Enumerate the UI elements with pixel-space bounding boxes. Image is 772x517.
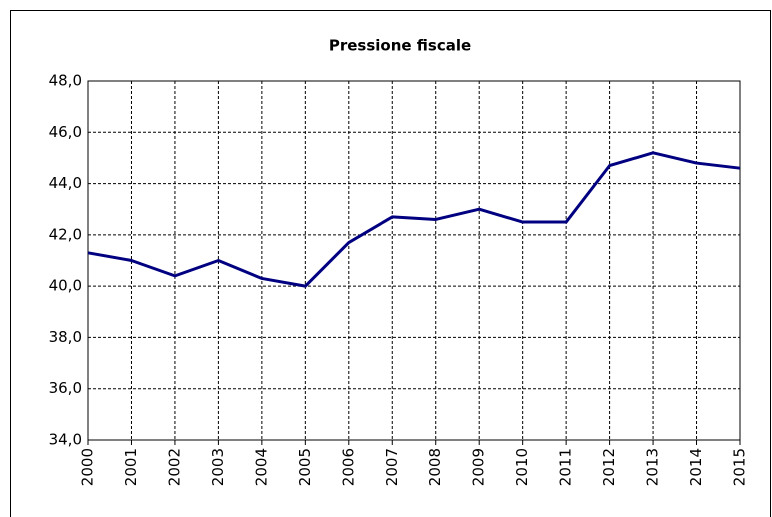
y-tick-label: 40,0 xyxy=(49,277,82,295)
y-tick-label: 34,0 xyxy=(49,431,82,449)
x-tick-label: 2008 xyxy=(426,448,444,486)
x-tick-label: 2006 xyxy=(339,448,357,486)
x-tick-label: 2009 xyxy=(470,448,488,486)
chart-frame xyxy=(10,10,771,517)
x-tick-label: 2000 xyxy=(79,448,97,486)
x-tick-label: 2013 xyxy=(644,448,662,486)
x-tick-label: 2012 xyxy=(600,448,618,486)
x-tick-label: 2002 xyxy=(165,448,183,486)
x-tick-label: 2015 xyxy=(731,448,749,486)
y-tick-label: 42,0 xyxy=(49,225,82,243)
plot-area xyxy=(87,80,741,441)
x-tick-label: 2007 xyxy=(383,448,401,486)
y-tick-label: 48,0 xyxy=(49,72,82,90)
chart-title: Pressione fiscale xyxy=(329,37,471,55)
x-tick-label: 2014 xyxy=(687,448,705,486)
x-tick-label: 2003 xyxy=(209,448,227,486)
x-tick-label: 2005 xyxy=(296,448,314,486)
y-tick-label: 44,0 xyxy=(49,174,82,192)
y-tick-label: 46,0 xyxy=(49,123,82,141)
x-tick-label: 2004 xyxy=(252,448,270,486)
x-tick-label: 2001 xyxy=(122,448,140,486)
y-tick-label: 38,0 xyxy=(49,328,82,346)
y-tick-label: 36,0 xyxy=(49,379,82,397)
x-tick-label: 2010 xyxy=(513,448,531,486)
x-tick-label: 2011 xyxy=(557,448,575,486)
data-line xyxy=(87,151,741,288)
